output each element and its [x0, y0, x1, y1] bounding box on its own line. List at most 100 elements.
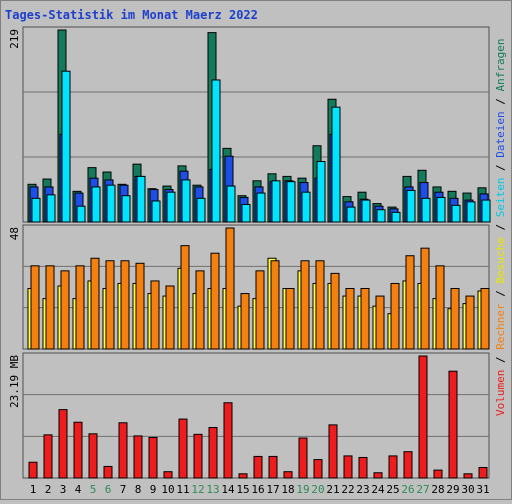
- bar-volumen-day-14: [223, 402, 233, 479]
- bar-rechner-day-6: [105, 260, 115, 350]
- bar-seiten-day-9: [151, 200, 161, 223]
- bar-seiten-day-21: [331, 106, 341, 223]
- x-tick-label: 27: [416, 483, 429, 496]
- bar-rechner-day-22: [345, 288, 355, 350]
- bar-volumen-day-15: [238, 473, 248, 479]
- legend-entry: Volumen: [494, 370, 507, 416]
- bar-seiten-day-1: [31, 197, 41, 223]
- bar-volumen-day-25: [388, 455, 398, 479]
- x-tick-label: 7: [120, 483, 127, 496]
- bar-volumen-day-24: [373, 472, 383, 479]
- bar-seiten-day-28: [436, 196, 446, 223]
- bar-rechner-day-26: [405, 255, 415, 350]
- panel-bot: 23.19 MB: [8, 352, 490, 479]
- bar-rechner-day-31: [480, 288, 490, 350]
- legend-entry: Besuche: [494, 237, 507, 290]
- chart-legend: Volumen / Rechner / Besuche / Seiten / D…: [494, 38, 507, 416]
- x-tick-label: 30: [461, 483, 474, 496]
- legend-entry: /: [494, 224, 507, 237]
- bar-rechner-day-3: [60, 270, 70, 350]
- bar-volumen-day-7: [118, 422, 128, 479]
- bar-seiten-day-7: [121, 195, 131, 223]
- bar-volumen-day-11: [178, 418, 188, 479]
- x-tick-label: 15: [236, 483, 249, 496]
- bar-volumen-day-8: [133, 435, 143, 479]
- bar-volumen-day-16: [253, 455, 263, 479]
- bar-volumen-day-4: [73, 421, 83, 479]
- legend-entry: Seiten: [494, 178, 507, 224]
- bar-seiten-day-4: [76, 205, 86, 223]
- bar-volumen-day-22: [343, 455, 353, 479]
- chart-title: Tages-Statistik im Monat Maerz 2022: [5, 8, 258, 22]
- x-tick-label: 14: [221, 483, 235, 496]
- bar-volumen-day-19: [298, 437, 308, 479]
- bar-volumen-day-12: [193, 433, 203, 479]
- y-max-label: 23.19 MB: [8, 355, 21, 408]
- bar-rechner-day-7: [120, 260, 130, 350]
- x-tick-label: 13: [206, 483, 219, 496]
- bar-rechner-day-25: [390, 282, 400, 350]
- bar-seiten-day-19: [301, 191, 311, 223]
- x-tick-label: 5: [90, 483, 97, 496]
- bar-rechner-day-12: [195, 270, 205, 350]
- bar-volumen-day-26: [403, 451, 413, 479]
- x-tick-label: 1: [30, 483, 37, 496]
- bar-rechner-day-5: [90, 257, 100, 350]
- bar-seiten-day-27: [421, 197, 431, 223]
- bar-rechner-day-2: [45, 265, 55, 350]
- bar-volumen-day-31: [478, 466, 488, 479]
- x-tick-label: 25: [386, 483, 399, 496]
- bar-seiten-day-14: [226, 185, 236, 223]
- bar-seiten-day-3: [61, 70, 71, 223]
- bar-rechner-day-9: [150, 280, 160, 350]
- bar-rechner-day-19: [300, 260, 310, 350]
- bar-volumen-day-28: [433, 469, 443, 479]
- y-max-label: 219: [8, 29, 21, 49]
- x-tick-label: 26: [401, 483, 414, 496]
- bar-rechner-day-15: [240, 293, 250, 350]
- legend-entry: /: [494, 290, 507, 303]
- legend-entry: /: [494, 356, 507, 369]
- bar-seiten-day-13: [211, 79, 221, 223]
- bar-rechner-day-17: [270, 260, 280, 350]
- bar-volumen-day-2: [43, 434, 53, 479]
- bar-rechner-day-28: [435, 265, 445, 350]
- bar-seiten-day-30: [466, 201, 476, 223]
- x-tick-label: 12: [191, 483, 204, 496]
- x-tick-label: 31: [476, 483, 489, 496]
- bar-volumen-day-6: [103, 465, 113, 479]
- bar-seiten-day-6: [106, 184, 116, 223]
- legend-entry: Anfragen: [494, 38, 507, 98]
- x-tick-label: 23: [356, 483, 369, 496]
- x-tick-label: 11: [176, 483, 189, 496]
- bar-seiten-day-2: [46, 194, 56, 223]
- bar-seiten-day-11: [181, 179, 191, 223]
- bar-rechner-day-11: [180, 245, 190, 350]
- bar-seiten-day-25: [391, 211, 401, 223]
- bar-rechner-day-13: [210, 252, 220, 350]
- bar-volumen-day-5: [88, 433, 98, 479]
- bar-rechner-day-8: [135, 262, 145, 350]
- bar-seiten-day-23: [361, 199, 371, 223]
- bar-seiten-day-20: [316, 161, 326, 223]
- x-tick-label: 28: [431, 483, 444, 496]
- bar-seiten-day-12: [196, 197, 206, 223]
- bar-volumen-day-1: [28, 461, 38, 479]
- x-tick-label: 10: [161, 483, 174, 496]
- bar-volumen-day-18: [283, 471, 293, 479]
- chart-panels: 219 48 23.19 MB: [8, 26, 491, 479]
- bar-rechner-day-21: [330, 272, 340, 350]
- bar-rechner-day-27: [420, 247, 430, 350]
- x-tick-label: 24: [371, 483, 385, 496]
- bar-seiten-day-15: [241, 203, 251, 223]
- bar-seiten-day-16: [256, 192, 266, 223]
- bar-seiten-day-18: [286, 181, 296, 223]
- x-tick-label: 8: [135, 483, 142, 496]
- bar-seiten-day-31: [481, 199, 491, 223]
- legend-entry: /: [494, 164, 507, 177]
- bar-volumen-day-23: [358, 456, 368, 479]
- x-tick-label: 17: [266, 483, 279, 496]
- bar-rechner-day-20: [315, 260, 325, 350]
